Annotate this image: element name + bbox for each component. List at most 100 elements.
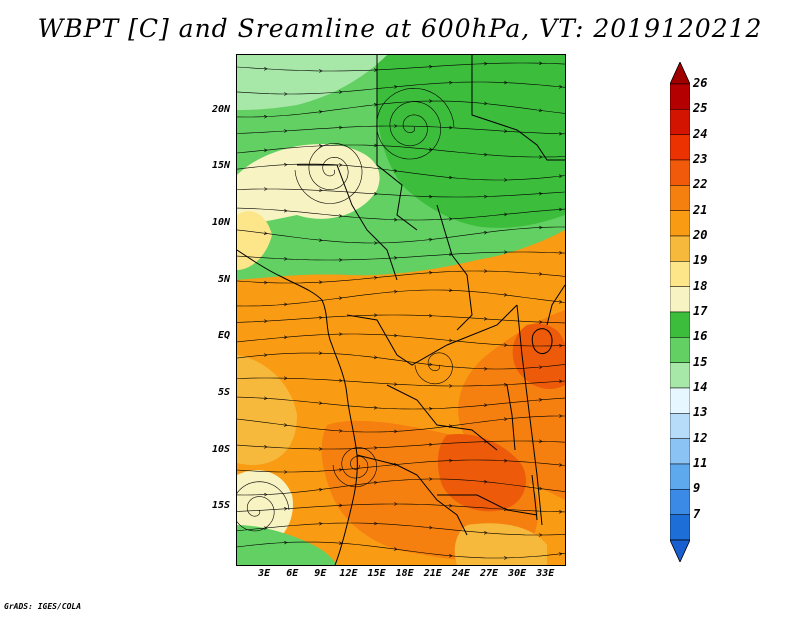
streamline-arrow bbox=[538, 108, 543, 112]
streamline-arrow bbox=[428, 237, 433, 242]
streamline bbox=[237, 314, 565, 324]
streamline bbox=[237, 333, 565, 347]
colorbar-segment bbox=[670, 286, 690, 313]
streamline-arrow bbox=[263, 114, 268, 119]
streamline-arrow bbox=[263, 319, 268, 323]
lon-label-18e: 18E bbox=[395, 568, 414, 579]
streamline-arrow bbox=[483, 530, 488, 535]
streamline-arrow bbox=[558, 552, 563, 556]
streamline-arrow bbox=[263, 353, 268, 357]
streamline-arrow bbox=[393, 85, 398, 89]
streamline-arrow bbox=[318, 487, 323, 492]
lon-label-24e: 24E bbox=[451, 568, 470, 579]
streamline bbox=[294, 143, 363, 204]
streamline-arrow bbox=[393, 547, 398, 551]
colorbar-segment bbox=[670, 438, 690, 465]
streamline-arrow bbox=[393, 333, 398, 338]
streamline-arrow bbox=[284, 470, 288, 474]
streamline-arrow bbox=[393, 289, 398, 294]
streamline-arrow bbox=[393, 256, 398, 260]
border-line-5 bbox=[346, 304, 518, 366]
streamline-arrow bbox=[338, 503, 343, 508]
colorbar bbox=[670, 62, 690, 562]
streamline-arrow bbox=[428, 407, 433, 411]
streamline-arrow bbox=[449, 384, 453, 388]
lat-label-5n: 5N bbox=[217, 273, 230, 285]
colorbar-label: 26 bbox=[693, 76, 708, 90]
streamline bbox=[237, 62, 565, 72]
colorbar-segment bbox=[670, 362, 690, 389]
streamline bbox=[237, 81, 565, 95]
streamline-arrow bbox=[283, 423, 288, 427]
streamline-arrow bbox=[283, 507, 288, 511]
streamline-arrow bbox=[338, 125, 343, 130]
lat-label-5s: 5S bbox=[217, 387, 230, 398]
streamline bbox=[237, 100, 565, 118]
streamline-arrow bbox=[448, 217, 453, 221]
colorbar-label: 13 bbox=[693, 405, 708, 420]
lat-label-15s: 15S bbox=[211, 500, 230, 512]
streamline bbox=[237, 440, 565, 450]
colorbar-segment bbox=[670, 413, 690, 439]
streamline-arrow bbox=[318, 188, 323, 193]
streamline-arrow bbox=[483, 152, 488, 157]
lon-label-27e: 27E bbox=[479, 568, 499, 579]
wbpt-zone-light-orange-west bbox=[237, 355, 297, 465]
streamline-arrow bbox=[319, 69, 323, 73]
streamline-arrow bbox=[318, 110, 323, 114]
border-line-8 bbox=[516, 304, 543, 526]
credit-text: GrADS: IGES/COLA bbox=[4, 602, 82, 611]
streamline-arrow bbox=[393, 462, 398, 467]
colorbar-label: 14 bbox=[693, 380, 708, 394]
streamline-arrow bbox=[448, 424, 453, 428]
streamline-arrow bbox=[373, 521, 378, 526]
streamline-arrow bbox=[558, 84, 563, 89]
streamline-arrow bbox=[558, 300, 563, 304]
streamline-arrow bbox=[283, 129, 288, 133]
streamline-arrow bbox=[338, 90, 343, 94]
streamline-arrow bbox=[428, 362, 433, 367]
colorbar-segment bbox=[670, 235, 690, 262]
streamline-arrow bbox=[483, 403, 488, 408]
streamline-arrow bbox=[319, 447, 323, 451]
streamline-arrow bbox=[373, 405, 378, 410]
streamline-arrow bbox=[393, 429, 398, 434]
streamline-arrow bbox=[558, 343, 563, 348]
streamline-arrow bbox=[339, 332, 343, 336]
lon-label-33e: 33E bbox=[536, 568, 555, 579]
border-line-7 bbox=[356, 454, 468, 536]
streamline-arrow bbox=[318, 144, 323, 148]
lon-label-6e: 6E bbox=[286, 568, 299, 579]
border-line-2 bbox=[471, 55, 565, 161]
streamline bbox=[237, 144, 565, 158]
streamline-arrow bbox=[373, 480, 378, 485]
streamline-arrow bbox=[538, 191, 543, 196]
streamlines bbox=[237, 61, 565, 560]
colorbar-top-arrow bbox=[670, 62, 690, 85]
chart-title: WBPT [C] and Sreamline at 600hPa, VT: 20… bbox=[37, 14, 763, 43]
colorbar-label: 18 bbox=[693, 278, 708, 293]
streamline-arrow bbox=[374, 241, 378, 245]
streamline-arrow bbox=[504, 556, 508, 560]
streamline-arrow bbox=[339, 258, 343, 262]
streamline bbox=[237, 481, 290, 532]
streamline-arrow bbox=[448, 338, 453, 343]
colorbar-label: 21 bbox=[693, 202, 708, 217]
streamline-arrow bbox=[338, 429, 343, 433]
streamline-arrow bbox=[283, 302, 288, 307]
streamline-arrow bbox=[504, 250, 508, 254]
streamline-arrow bbox=[538, 320, 543, 324]
wbpt-map bbox=[237, 55, 565, 565]
streamline-arrow bbox=[429, 194, 433, 199]
colorbar-label: 17 bbox=[693, 304, 708, 318]
streamline-arrow bbox=[538, 398, 543, 402]
wbpt-zone-green-southwest bbox=[237, 525, 337, 565]
colorbar-segment bbox=[670, 210, 690, 237]
streamline bbox=[237, 251, 565, 261]
streamline-arrow bbox=[373, 276, 378, 280]
streamline-arrow bbox=[448, 503, 453, 508]
lake-tanganyika bbox=[506, 384, 516, 451]
lat-label-10n: 10N bbox=[211, 217, 230, 228]
streamline-arrow bbox=[428, 525, 433, 530]
lon-label-21e: 21E bbox=[423, 568, 442, 579]
